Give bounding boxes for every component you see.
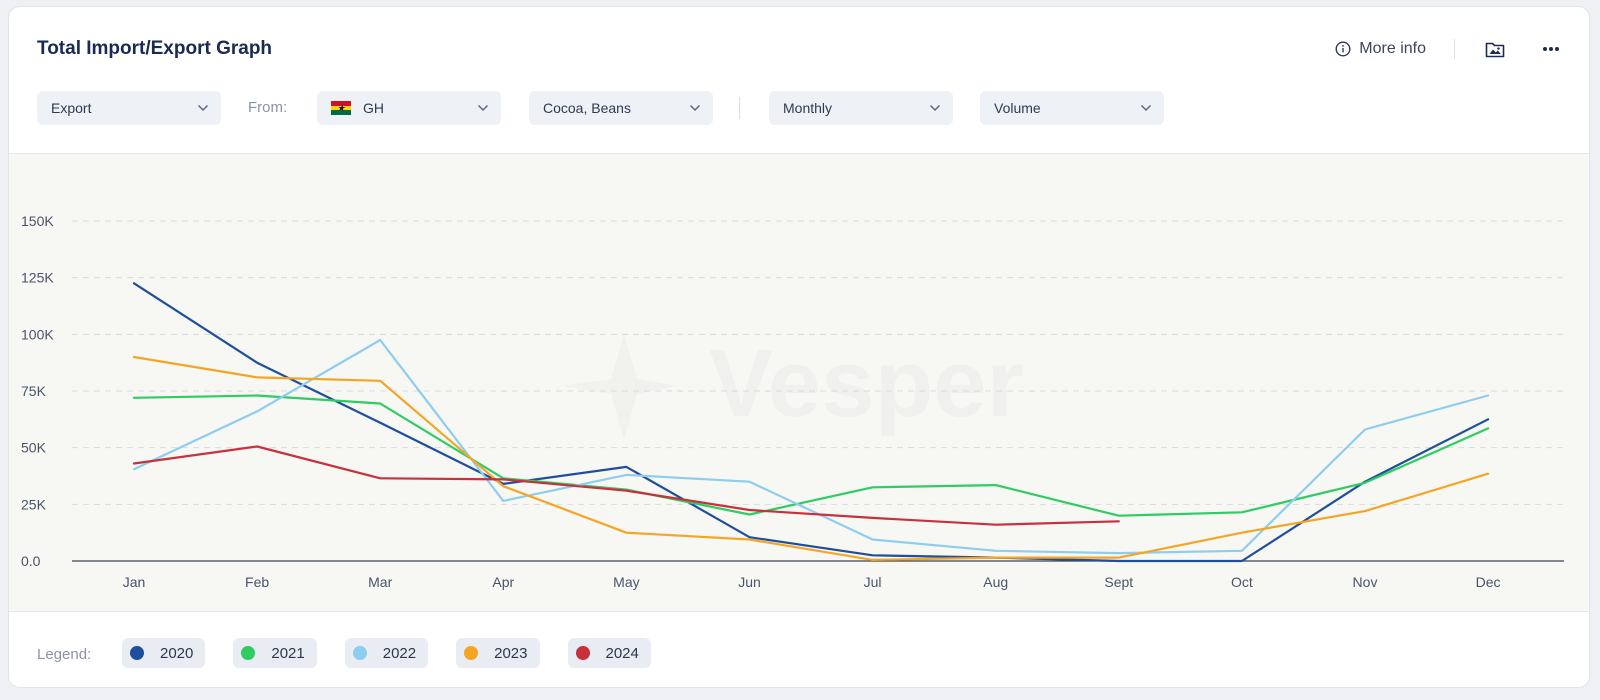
series-line-2023[interactable] [132, 355, 1490, 561]
x-tick-label: Nov [1353, 574, 1378, 590]
line-chart: Vesper 0.0 25K 50K 75K 100K 125K 150K Jan Feb Ma… [21, 213, 1564, 590]
header-divider [1454, 39, 1455, 59]
chart-area: Vesper 0.0 25K 50K 75K 100K 125K 150K Jan Feb Ma… [9, 153, 1589, 612]
ghana-flag-icon: ★ [331, 101, 351, 116]
x-tick-label: Jan [123, 574, 146, 590]
legend-label: 2023 [494, 644, 528, 662]
legend-label: 2022 [382, 644, 417, 662]
legend-item-2024[interactable]: 2024 [567, 638, 651, 668]
legend-swatch [130, 646, 144, 660]
vesper-watermark: Vesper [561, 330, 1024, 439]
y-tick-label: 0.0 [21, 553, 41, 569]
x-tick-label: Feb [245, 574, 269, 590]
x-tick-label: Jul [864, 574, 882, 590]
watermark-text: Vesper [709, 330, 1024, 437]
legend-items: 2020 2021 2022 2023 2024 [122, 638, 679, 668]
export-image-button[interactable] [1481, 37, 1509, 61]
x-tick-label: Oct [1231, 574, 1253, 590]
filter-divider [739, 97, 740, 119]
y-tick-label: 75K [21, 383, 47, 399]
legend-swatch [575, 646, 590, 660]
legend-swatch [352, 646, 367, 660]
ellipsis-icon [1543, 47, 1559, 51]
x-tick-label: May [613, 574, 639, 590]
legend-label: 2021 [271, 644, 305, 662]
y-tick-label: 100K [21, 326, 54, 342]
period-value: Monthly [783, 100, 833, 116]
legend-swatch [241, 646, 256, 660]
series-line-2024[interactable] [132, 445, 1120, 526]
direction-dropdown[interactable]: Export [37, 91, 221, 125]
legend-label: 2020 [160, 644, 194, 662]
chevron-down-icon [477, 104, 489, 112]
series-line-2020[interactable] [132, 282, 1490, 563]
x-axis-ticks: Jan Feb Mar Apr May Jun Jul Aug Sept Oct Nov Dec [123, 574, 1501, 590]
commodity-value: Cocoa, Beans [543, 100, 631, 116]
legend-bar: Legend: 2020 2021 2022 2023 2024 [9, 611, 1589, 687]
grid-lines [72, 220, 1564, 562]
y-tick-label: 25K [21, 496, 47, 512]
legend-item-2020[interactable]: 2020 [122, 638, 206, 668]
card-header: Total Import/Export Graph More info [9, 7, 1589, 153]
legend-item-2023[interactable]: 2023 [456, 638, 540, 668]
commodity-dropdown[interactable]: Cocoa, Beans [529, 91, 713, 125]
y-axis-ticks: 0.0 25K 50K 75K 100K 125K 150K [21, 213, 54, 569]
chevron-down-icon [929, 104, 941, 112]
x-tick-label: Jun [738, 574, 761, 590]
more-info-button[interactable]: More info [1335, 40, 1426, 58]
chevron-down-icon [689, 104, 701, 112]
more-info-label: More info [1359, 40, 1426, 57]
series-lines [132, 282, 1490, 563]
legend-swatch [464, 646, 479, 660]
chevron-down-icon [197, 104, 209, 112]
x-tick-label: Sept [1104, 574, 1133, 590]
image-folder-icon [1485, 42, 1505, 57]
series-line-2022[interactable] [132, 338, 1490, 555]
measure-value: Volume [994, 100, 1041, 116]
legend-item-2021[interactable]: 2021 [233, 638, 317, 668]
country-dropdown[interactable]: ★ GH [317, 91, 501, 125]
x-tick-label: Dec [1476, 574, 1501, 590]
y-tick-label: 150K [21, 213, 54, 229]
x-tick-label: Aug [983, 574, 1008, 590]
period-dropdown[interactable]: Monthly [769, 91, 953, 125]
legend-title: Legend: [37, 646, 92, 663]
y-tick-label: 125K [21, 270, 54, 286]
country-value: GH [363, 100, 384, 116]
more-options-button[interactable] [1537, 37, 1565, 61]
measure-dropdown[interactable]: Volume [980, 91, 1164, 125]
info-icon [1335, 41, 1351, 57]
page-title: Total Import/Export Graph [37, 38, 273, 59]
from-label: From: [248, 99, 288, 116]
direction-value: Export [51, 100, 92, 116]
chevron-down-icon [1140, 104, 1152, 112]
x-tick-label: Apr [492, 574, 514, 590]
y-tick-label: 50K [21, 440, 47, 456]
legend-item-2022[interactable]: 2022 [344, 638, 429, 668]
x-tick-label: Mar [368, 574, 392, 590]
legend-label: 2024 [605, 644, 639, 662]
series-line-2021[interactable] [132, 394, 1490, 517]
header-actions: More info [1335, 37, 1565, 61]
graph-card: Total Import/Export Graph More info [8, 6, 1590, 688]
